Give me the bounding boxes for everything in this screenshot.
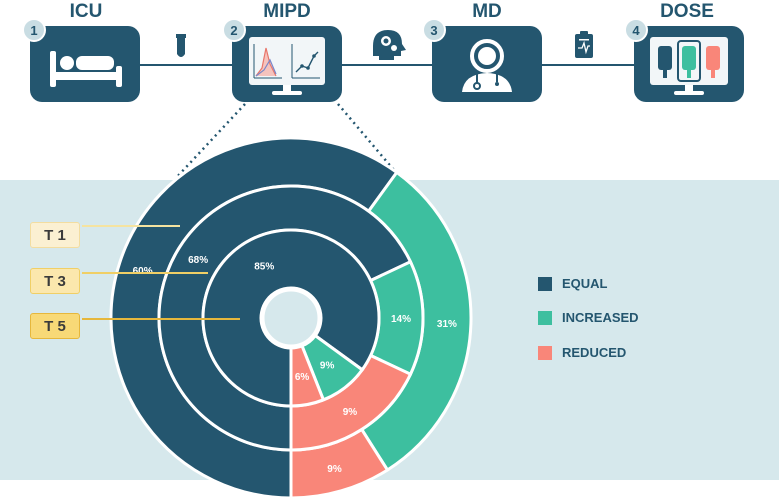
stage-number-2: 2: [222, 18, 246, 42]
stage-title-icu: ICU: [69, 1, 103, 22]
ring-2-label-equal: 68%: [188, 255, 208, 266]
stage-number-1: 1: [22, 18, 46, 42]
iv-bags-monitor-icon: [650, 37, 728, 95]
connector-1-2: [140, 64, 232, 66]
ring-1-label-increased: 31%: [437, 319, 457, 330]
stage-box-md: [432, 26, 542, 102]
stage-number-4: 4: [624, 18, 648, 42]
ring-3-label-increased: 9%: [320, 361, 335, 372]
stage-title-dose: DOSE: [660, 1, 714, 22]
doctor-icon: [462, 39, 512, 92]
ring-tag-t3: T 3: [30, 268, 80, 294]
stage-title-md: MD: [472, 1, 502, 22]
ring-tag-t5: T 5: [30, 313, 80, 339]
ring-3-label-reduced: 6%: [295, 372, 310, 383]
ring-1-label-reduced: 9%: [327, 464, 342, 475]
legend-item-equal: EQUAL: [538, 276, 608, 291]
connector-2-3: [342, 64, 432, 66]
stage-box-mipd: [232, 26, 342, 102]
donut-hole: [261, 288, 321, 348]
legend-swatch-increased: [538, 310, 552, 325]
ring-3-label-equal: 85%: [254, 261, 274, 272]
legend-label-increased: INCREASED: [562, 310, 639, 325]
legend-swatch-equal: [538, 276, 552, 291]
legend-swatch-reduced: [538, 345, 552, 360]
hospital-bed-icon: [50, 51, 122, 87]
ring-3-segment-equal: [201, 228, 381, 408]
legend-item-increased: INCREASED: [538, 310, 639, 325]
ring-tag-t1: T 1: [30, 222, 80, 248]
ring-2-label-increased: 14%: [391, 314, 411, 325]
ring-1-label-equal: 60%: [133, 266, 153, 277]
legend-item-reduced: REDUCED: [538, 345, 626, 360]
stage-number-3: 3: [422, 18, 446, 42]
monitor-charts-icon: [249, 37, 325, 95]
legend-label-reduced: REDUCED: [562, 345, 627, 360]
ring-2-label-reduced: 9%: [343, 407, 358, 418]
legend-label-equal: EQUAL: [562, 276, 608, 291]
stage-box-dose: [634, 26, 744, 102]
stage-box-icu: [30, 26, 140, 102]
connector-3-4: [542, 64, 634, 66]
stage-title-mipd: MIPD: [263, 1, 311, 22]
ring-3-segment-reduced: [289, 343, 326, 408]
